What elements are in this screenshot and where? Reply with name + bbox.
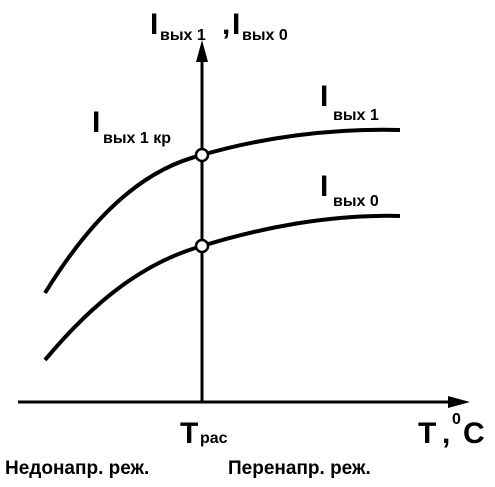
- label-main: T: [418, 417, 436, 450]
- label-sub: вых 1: [160, 27, 206, 44]
- label-sub: вых 0: [242, 27, 288, 44]
- label-sub: рас: [200, 430, 228, 447]
- label-unit: C: [463, 417, 485, 450]
- label-main: I: [150, 8, 158, 41]
- label-sub: вых 1 кр: [103, 130, 171, 147]
- label-main: I: [92, 106, 100, 139]
- curve-1: [43, 127, 401, 295]
- region-label: Перенапр. реж.: [228, 458, 371, 479]
- y-arrow: [196, 40, 208, 62]
- label-main: I: [232, 8, 240, 41]
- label-sub: вых 1: [333, 107, 379, 124]
- label-main: I: [320, 170, 328, 203]
- label-sup: 0: [452, 411, 461, 428]
- label-separator: ,: [222, 8, 230, 41]
- region-label: Недонапр. реж.: [5, 458, 149, 479]
- point-0: [194, 238, 210, 254]
- curve-0: [43, 213, 401, 362]
- label-main: T: [180, 417, 198, 450]
- point-1: [194, 147, 210, 163]
- label-main: I: [320, 80, 328, 113]
- label-sub: вых 0: [333, 193, 379, 210]
- x-arrow: [448, 396, 470, 408]
- label-separator: ,: [442, 417, 450, 450]
